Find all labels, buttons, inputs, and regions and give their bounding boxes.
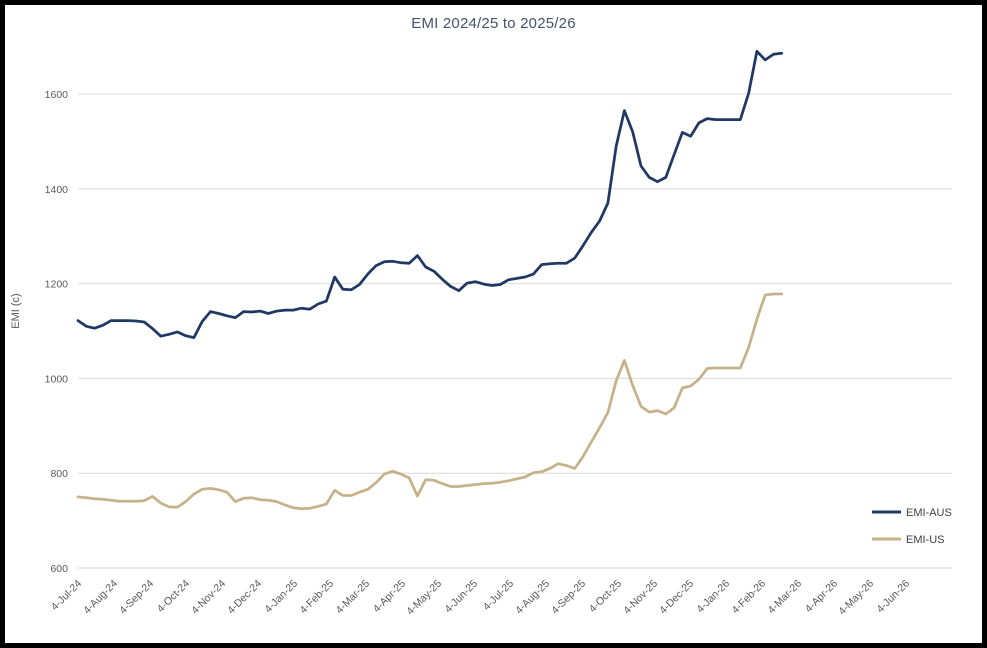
emi-chart-svg: 60080010001200140016004-Jul-244-Aug-244-… [45,49,952,618]
legend-item-emi-aus: EMI-AUS [906,507,952,519]
x-tick-label: 4-Jul-24 [49,578,84,613]
emi-us-line [76,292,784,511]
x-tick-label: 4-Nov-25 [621,578,660,617]
x-tick-label: 4-Dec-25 [657,578,696,617]
y-tick-label: 600 [50,563,68,575]
x-tick-label: 4-Nov-24 [189,578,228,617]
y-tick-label: 1600 [45,89,69,101]
x-tick-label: 4-Dec-24 [225,578,264,617]
x-tick-label: 4-Sep-24 [117,578,156,617]
emi-aus-line [76,49,784,339]
x-tick-label: 4-Mar-25 [334,578,373,617]
x-tick-label: 4-Sep-25 [549,578,588,617]
x-tick-label: 4-Jan-25 [262,578,300,616]
x-tick-label: 4-Aug-24 [81,578,120,617]
x-tick-label: 4-Oct-24 [155,578,192,615]
x-tick-label: 4-Jun-26 [874,578,912,616]
x-tick-label: 4-Oct-25 [587,578,624,615]
x-tick-label: 4-Jul-25 [481,578,516,613]
y-tick-label: 1200 [45,279,69,291]
legend-item-emi-us: EMI-US [906,534,945,546]
x-tick-label: 4-Jan-26 [694,578,732,616]
x-tick-label: 4-Apr-26 [803,578,840,615]
x-tick-label: 4-Apr-25 [371,578,408,615]
x-tick-label: 4-May-25 [404,578,444,618]
x-tick-label: 4-Jun-25 [442,578,480,616]
chart-title: EMI 2024/25 to 2025/26 [411,15,576,32]
x-tick-label: 4-Feb-25 [298,578,337,617]
y-tick-label: 1000 [45,373,69,385]
x-tick-label: 4-Mar-26 [766,578,805,617]
x-tick-label: 4-May-26 [836,578,876,618]
x-tick-label: 4-Aug-25 [513,578,552,617]
y-tick-label: 800 [50,468,68,480]
x-tick-label: 4-Feb-26 [730,578,769,617]
y-tick-label: 1400 [45,184,69,196]
